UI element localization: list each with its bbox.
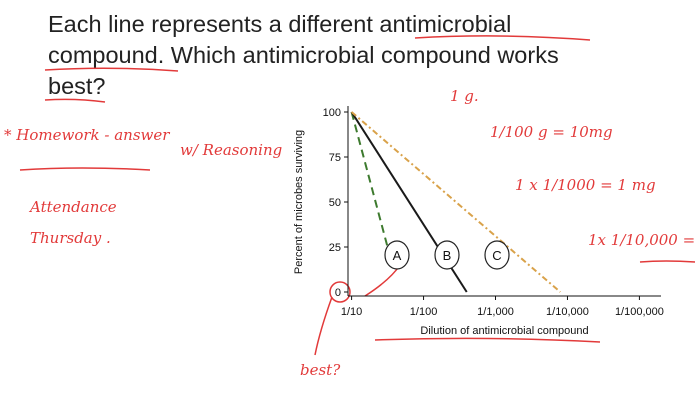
handwriting: best? xyxy=(300,361,341,379)
underline xyxy=(44,67,179,72)
handwriting: 1 g. xyxy=(450,87,479,105)
handwriting: Thursday . xyxy=(30,229,111,247)
circle-mark xyxy=(329,281,351,303)
x-axis-label: Dilution of antimicrobial compound xyxy=(420,325,588,337)
series-badge xyxy=(484,240,510,270)
series-line xyxy=(350,111,389,248)
y-tick-label: 0 xyxy=(335,287,341,299)
handwriting: 1/100 g = 10mg xyxy=(490,123,613,141)
y-tick-label: 100 xyxy=(323,107,341,119)
series-label: C xyxy=(492,248,501,263)
series-badge xyxy=(384,240,410,270)
handwriting: 1 x 1/1000 = 1 mg xyxy=(515,176,656,194)
underline xyxy=(639,260,696,263)
handwriting: * Homework - answer xyxy=(4,126,170,144)
series-label: B xyxy=(443,248,452,263)
underline xyxy=(44,98,106,103)
title-line: best? xyxy=(48,73,106,99)
underlines xyxy=(19,35,696,356)
handwriting: 1x 1/10,000 = 0.1 mg xyxy=(588,231,700,249)
underline xyxy=(374,337,601,343)
y-tick-label: 50 xyxy=(329,197,341,209)
title-line: Each line represents a different antimic… xyxy=(48,11,511,37)
series-label: A xyxy=(393,248,402,263)
underline xyxy=(414,35,591,41)
series-line xyxy=(350,111,561,293)
y-tick-label: 25 xyxy=(329,242,341,254)
series-badge xyxy=(434,240,460,270)
handwriting: Attendance xyxy=(28,198,117,216)
x-tick-label: 1/10,000 xyxy=(546,306,589,318)
x-tick-label: 1/1,000 xyxy=(477,306,514,318)
x-tick-label: 1/100,000 xyxy=(615,306,664,318)
underline xyxy=(19,167,151,171)
x-tick-label: 1/100 xyxy=(410,306,438,318)
handwriting: w/ Reasoning xyxy=(180,141,282,159)
chart: 0 25 50 75 100 1/10 1/100 1/1,000 1/10,000 1/100,… xyxy=(293,106,664,337)
title-line: compound. Which antimicrobial compound w… xyxy=(48,42,559,68)
x-tick-label: 1/10 xyxy=(341,306,362,318)
arrow-stroke xyxy=(314,296,333,356)
y-tick-label: 75 xyxy=(329,152,341,164)
y-axis-label: Percent of microbes surviving xyxy=(293,130,305,274)
